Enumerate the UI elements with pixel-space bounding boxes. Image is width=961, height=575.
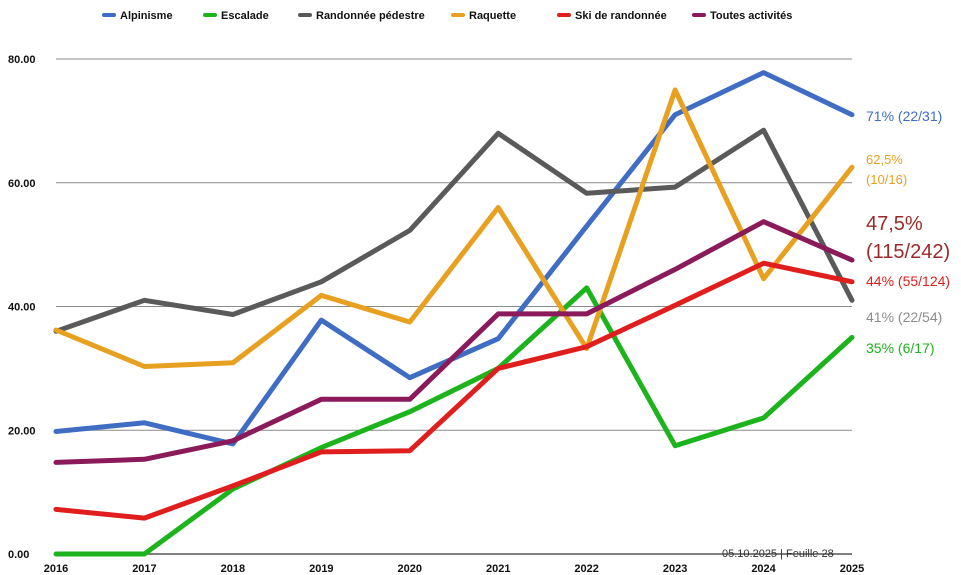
series-lines: [53, 70, 855, 557]
x-tick-label: 2025: [840, 563, 864, 575]
x-tick-label: 2017: [132, 563, 156, 575]
x-tick-label: 2016: [44, 563, 68, 575]
end-label-raquette: (10/16): [866, 172, 907, 187]
end-label-ski: 44% (55/124): [866, 273, 950, 289]
y-tick-label: 80.00: [8, 54, 36, 66]
end-label-toutes: (115/242): [866, 241, 950, 263]
series-line-raquette: [53, 87, 855, 369]
y-tick-label: 20.00: [8, 425, 36, 437]
y-tick-label: 40.00: [8, 302, 36, 314]
end-label-escalade: 35% (6/17): [866, 340, 934, 356]
series-line-escalade: [53, 285, 855, 557]
y-tick-label: 0.00: [8, 549, 29, 561]
series-line-toutes-activit-s: [53, 219, 855, 465]
x-tick-label: 2021: [486, 563, 510, 575]
legend: Alpinisme Escalade Randonnée pédestre Raque…: [102, 10, 792, 22]
end-label-raquette: 62,5%: [866, 152, 903, 167]
x-tick-label: 2018: [221, 563, 245, 575]
x-axis-ticks: 2016 2017 2018 2019 2020 2021 2022 2023 2024 2025: [44, 563, 864, 575]
end-label-randonnee: 41% (22/54): [866, 309, 942, 325]
legend-label: Randonnée pédestre: [316, 10, 425, 22]
x-tick-label: 2024: [751, 563, 776, 575]
series-line-ski-de-randonn-e: [53, 260, 855, 521]
series-line-randonn-e-p-destre: [53, 127, 855, 334]
legend-label: Escalade: [221, 10, 269, 22]
legend-label: Toutes activités: [710, 10, 792, 22]
end-label-alpinisme: 71% (22/31): [866, 108, 942, 124]
x-tick-label: 2022: [574, 563, 598, 575]
footer-text: 05.10.2025 | Feuille 28: [722, 548, 834, 560]
legend-label: Alpinisme: [120, 10, 173, 22]
end-label-toutes: 47,5%: [866, 213, 923, 235]
legend-label: Raquette: [469, 10, 516, 22]
y-axis-ticks: 0.00 20.00 40.00 60.00 80.00: [8, 54, 36, 561]
legend-label: Ski de randonnée: [575, 10, 667, 22]
x-tick-label: 2019: [309, 563, 333, 575]
y-tick-label: 60.00: [8, 178, 36, 190]
x-tick-label: 2023: [663, 563, 687, 575]
x-tick-label: 2020: [398, 563, 422, 575]
end-labels: 71% (22/31) 35% (6/17) 41% (22/54) 62,5% (10…: [866, 108, 950, 356]
